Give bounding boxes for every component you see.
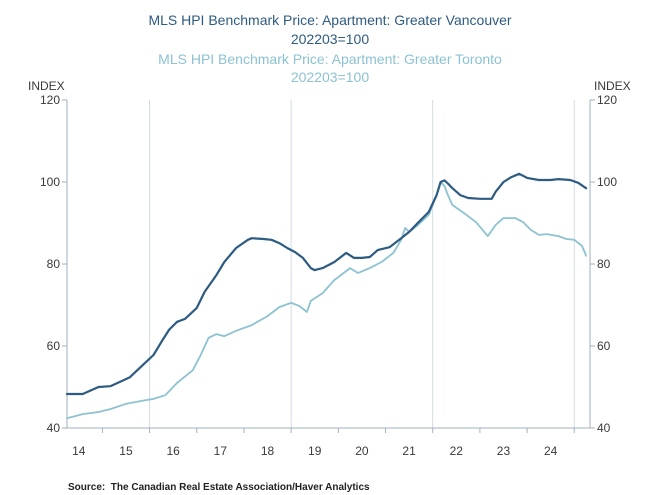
x-tick-label: 19 bbox=[308, 444, 322, 458]
y-tick-label-left: 100 bbox=[40, 175, 60, 189]
series-title-vancouver: MLS HPI Benchmark Price: Apartment: Grea… bbox=[148, 12, 511, 28]
x-tick-label: 22 bbox=[450, 444, 464, 458]
series-subtitle-toronto: 202203=100 bbox=[291, 69, 369, 85]
y-tick-label-right: 80 bbox=[597, 257, 611, 271]
x-tick-label: 14 bbox=[72, 444, 86, 458]
series-line-toronto bbox=[66, 181, 587, 420]
y-tick-label-left: 40 bbox=[47, 421, 61, 435]
y-axis-label-left: INDEX bbox=[28, 79, 65, 93]
y-axis-label-right: INDEX bbox=[594, 79, 631, 93]
axes: 40 40 60 60 80 80 100 100 120 120 14 15 16 17 18 19 20 21… bbox=[40, 93, 617, 458]
x-tick-label: 16 bbox=[166, 444, 180, 458]
x-tick-label: 15 bbox=[119, 444, 133, 458]
x-tick-label: 17 bbox=[214, 444, 228, 458]
x-tick-label: 24 bbox=[544, 444, 558, 458]
y-tick-label-left: 80 bbox=[47, 257, 61, 271]
x-tick-label: 20 bbox=[355, 444, 369, 458]
source-note: Source: The Canadian Real Estate Associa… bbox=[68, 482, 370, 493]
series-line-vancouver bbox=[65, 172, 588, 396]
x-tick-label: 21 bbox=[402, 444, 416, 458]
y-tick-label-right: 100 bbox=[597, 175, 617, 189]
y-tick-label-right: 60 bbox=[597, 339, 611, 353]
gridlines bbox=[149, 100, 575, 428]
series-title-toronto: MLS HPI Benchmark Price: Apartment: Grea… bbox=[158, 51, 502, 67]
x-tick-label: 18 bbox=[261, 444, 275, 458]
y-tick-label-left: 60 bbox=[47, 339, 61, 353]
series-subtitle-vancouver: 202203=100 bbox=[291, 31, 369, 47]
x-tick-label: 23 bbox=[497, 444, 511, 458]
series-lines bbox=[65, 172, 588, 420]
y-tick-label-right: 120 bbox=[597, 93, 617, 107]
y-tick-label-left: 120 bbox=[40, 93, 60, 107]
y-tick-label-right: 40 bbox=[597, 421, 611, 435]
